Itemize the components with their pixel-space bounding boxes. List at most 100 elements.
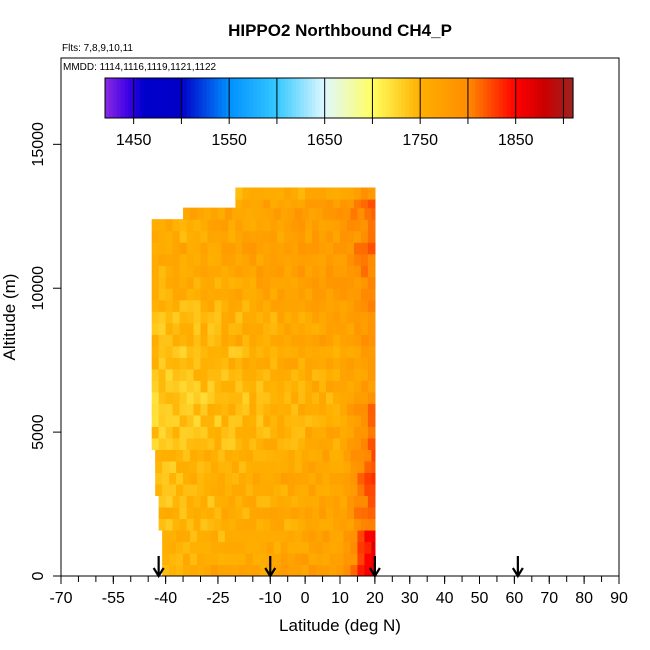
heatmap-cell: [367, 391, 376, 404]
heatmap-cell: [256, 334, 264, 347]
heatmap-cell: [193, 506, 202, 520]
heatmap-cell: [305, 322, 313, 335]
heatmap-cell: [291, 334, 299, 347]
heatmap-cell: [221, 276, 229, 289]
heatmap-cell: [207, 288, 216, 301]
heatmap-cell: [291, 414, 299, 427]
heatmap-cell: [190, 460, 198, 473]
heatmap-cell: [179, 242, 188, 255]
heatmap-cell: [263, 391, 271, 404]
colorbar-segment: [405, 78, 410, 118]
heatmap-cell: [353, 253, 362, 266]
heatmap-cell: [277, 196, 285, 209]
heatmap-cell: [312, 414, 320, 427]
heatmap-cell: [172, 265, 181, 278]
heatmap-cell: [249, 196, 257, 209]
colorbar-segment: [335, 78, 340, 118]
heatmap-cell: [165, 495, 174, 508]
heatmap-cell: [207, 506, 216, 520]
heatmap-cell: [249, 391, 257, 404]
heatmap-cell: [256, 426, 264, 439]
heatmap-cell: [263, 414, 271, 427]
heatmap-cell: [158, 403, 167, 416]
heatmap-cell: [284, 495, 292, 508]
heatmap-cell: [319, 276, 327, 289]
heatmap-cell: [221, 391, 229, 404]
heatmap-cell: [231, 483, 240, 497]
heatmap-cell: [179, 299, 188, 312]
heatmap-cell: [217, 460, 226, 473]
heatmap-cell: [256, 403, 264, 416]
heatmap-cell: [162, 552, 170, 566]
heatmap-cell: [228, 265, 236, 278]
heatmap-cell: [367, 357, 376, 370]
heatmap-cell: [364, 541, 372, 554]
heatmap-cell: [158, 368, 167, 381]
colorbar: 1450 1550 1650 1750 1850: [104, 77, 574, 149]
heatmap-cell: [277, 311, 285, 324]
heatmap-cell: [319, 414, 327, 427]
heatmap-cell: [284, 518, 292, 531]
heatmap-cell: [322, 472, 331, 485]
heatmap-cell: [346, 518, 355, 531]
heatmap-cell: [214, 403, 223, 416]
heatmap-cell: [242, 426, 250, 439]
heatmap-cell: [217, 529, 226, 543]
heatmap-cell: [291, 311, 299, 324]
heatmap-cell: [298, 288, 306, 301]
heatmap-cell: [360, 414, 369, 427]
heatmap-cell: [200, 276, 209, 289]
colorbar-segment: [381, 78, 387, 118]
heatmap-cell: [158, 506, 167, 520]
heatmap-cell: [371, 449, 376, 462]
heatmap-cell: [183, 207, 191, 220]
heatmap-cell: [305, 357, 313, 370]
heatmap-cell: [360, 380, 369, 393]
heatmap-cell: [277, 391, 285, 404]
heatmap-cell: [231, 541, 240, 554]
heatmap-cell: [186, 506, 195, 520]
heatmap-cell: [193, 495, 202, 508]
heatmap-cell: [155, 483, 163, 497]
heatmap-cell: [228, 242, 236, 255]
heatmap-cell: [179, 322, 188, 335]
heatmap-cell: [294, 472, 303, 485]
heatmap-cell: [162, 472, 170, 485]
heatmap-cell: [190, 541, 198, 554]
x-tick-label: 0: [301, 590, 310, 607]
heatmap-cell: [340, 311, 348, 324]
heatmap-cell: [291, 357, 299, 370]
heatmap-cell: [360, 265, 369, 278]
colorbar-segment: [253, 78, 258, 118]
heatmap-cell: [224, 564, 233, 576]
heatmap-cell: [235, 242, 243, 255]
heatmap-cell: [207, 253, 216, 266]
heatmap-cell: [298, 403, 306, 416]
heatmap-cell: [305, 334, 313, 347]
colorbar-segment: [487, 78, 492, 118]
heatmap-cell: [228, 437, 236, 450]
heatmap-cell: [165, 311, 174, 324]
heatmap-cell: [183, 472, 191, 485]
colorbar-segment: [417, 78, 422, 118]
heatmap-cell: [193, 265, 202, 278]
heatmap-cell: [329, 564, 338, 576]
heatmap-cell: [340, 506, 348, 520]
heatmap-cell: [235, 299, 243, 312]
heatmap-cell: [346, 426, 355, 439]
heatmap-cell: [221, 495, 229, 508]
heatmap-cell: [256, 518, 264, 531]
heatmap-cell: [252, 529, 261, 543]
heatmap-cell: [367, 345, 376, 358]
heatmap-cell: [172, 518, 181, 531]
heatmap-cell: [312, 380, 320, 393]
heatmap-cell: [249, 506, 257, 520]
heatmap-cell: [326, 187, 334, 200]
heatmap-cell: [312, 265, 320, 278]
heatmap-cell: [270, 368, 278, 381]
heatmap-cell: [165, 518, 174, 531]
heatmap-cell: [172, 506, 181, 520]
heatmap-cell: [280, 529, 289, 543]
heatmap-cell: [284, 426, 292, 439]
heatmap-cell: [256, 196, 264, 209]
